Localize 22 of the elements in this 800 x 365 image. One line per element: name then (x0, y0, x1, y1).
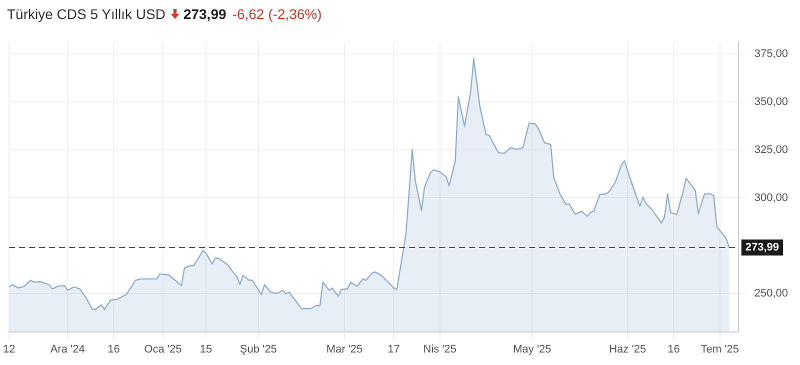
x-tick-label: 16 (108, 343, 120, 356)
x-tick-label: May '25 (513, 343, 552, 356)
text: 273,99 (183, 6, 226, 22)
x-tick-label: 15 (200, 343, 212, 356)
y-tick-label: 250,00 (754, 288, 788, 300)
y-tick-label: 300,00 (754, 192, 788, 204)
y-tick-label: 375,00 (754, 48, 788, 60)
y-tick-label: 350,00 (754, 96, 788, 108)
x-tick-label: 17 (388, 343, 400, 356)
x-tick-label: Mar '25 (326, 343, 363, 356)
y-tick-label: 325,00 (754, 144, 788, 156)
x-tick-label: Nis '25 (423, 343, 457, 356)
x-tick-label: Oca '25 (144, 343, 182, 356)
text: -6,62 (-2,36%) (232, 6, 322, 22)
x-tick-label: Şub '25 (240, 343, 277, 356)
ref-line-label: 273,99 (745, 242, 780, 254)
x-tick-label: 16 (668, 343, 680, 356)
chart-title: Türkiye CDS 5 Yıllık USD (7, 6, 166, 22)
x-tick-label: Tem '25 (700, 343, 739, 356)
x-tick-label: Ara '24 (50, 343, 85, 356)
x-tick-label: Haz '25 (609, 343, 646, 356)
x-tick-label: 12 (2, 343, 16, 356)
